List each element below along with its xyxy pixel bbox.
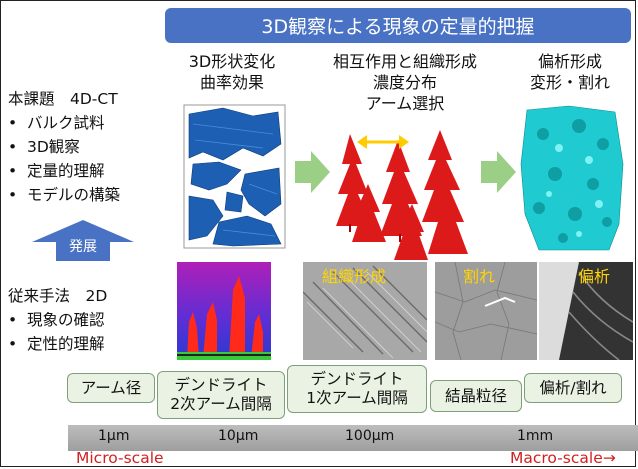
crack-micrograph-image (435, 262, 537, 360)
pill-segregation-crack: 偏析/割れ (524, 373, 622, 403)
pill-arm-diameter: アーム径 (67, 373, 155, 403)
simulation-micrograph-image (177, 262, 271, 360)
left-top-item: • 3D観察 (8, 138, 80, 156)
pill-primary-arm-spacing: デンドライト 1次アーム間隔 (287, 365, 427, 413)
left-bottom-block: 従来手法 2D • 現象の確認 • 定性的理解 (8, 284, 107, 356)
left-top-item: • バルク試料 (8, 114, 105, 132)
micro-scale-label: Micro-scale (76, 449, 164, 467)
left-bottom-item: • 現象の確認 (8, 311, 105, 329)
crack-label: 割れ (463, 267, 496, 286)
left-bottom-title: 従来手法 2D (8, 287, 108, 305)
column-2-line3: アーム選択 (365, 94, 445, 113)
banner-title: 3D観察による現象の定量的把握 (261, 16, 535, 38)
column-3-line1: 偏析形成 (537, 52, 602, 71)
segregation-micrograph-image (539, 262, 633, 360)
column-1-line1: 3D形状変化 (188, 52, 276, 71)
scale-bar (68, 425, 638, 451)
column-2-line2: 濃度分布 (372, 73, 437, 92)
column-3-line2: 変形・割れ (529, 73, 610, 92)
left-top-item: • 定量的理解 (8, 162, 105, 180)
develop-label: 発展 (69, 239, 97, 255)
develop-arrow-icon (32, 220, 134, 261)
left-top-item: • モデルの構築 (8, 186, 121, 204)
scale-tick: 1μm (98, 428, 130, 444)
left-top-title: 本課題 4D-CT (8, 90, 118, 108)
scale-tick: 100μm (345, 428, 395, 444)
column-2-line1: 相互作用と組織形成 (332, 52, 477, 71)
left-bottom-item: • 定性的理解 (8, 335, 105, 353)
column-3-title: 偏析形成 変形・割れ (514, 51, 626, 93)
scale-tick: 1mm (517, 428, 554, 444)
segregation-label: 偏析 (578, 267, 611, 286)
green-arrow-icon (295, 151, 330, 193)
scale-tick: 10μm (218, 428, 259, 444)
macro-scale-label: Macro-scale→ (510, 449, 616, 467)
organization-micrograph-image (303, 262, 427, 360)
column-1-title: 3D形状変化 曲率効果 (176, 51, 288, 93)
red-dendrites-image (336, 130, 468, 260)
cyan-cluster-image (520, 105, 624, 251)
pill-grain-size: 結晶粒径 (430, 380, 522, 412)
green-arrow-icon (481, 151, 516, 193)
organization-label: 組織形成 (322, 267, 387, 286)
column-2-title: 相互作用と組織形成 濃度分布 アーム選択 (312, 51, 498, 114)
left-top-block: 本課題 4D-CT • バルク試料 • 3D観察 • 定量的理解 • モデルの構… (8, 87, 120, 207)
3d-blue-structure-image (183, 104, 286, 249)
yellow-double-arrow-icon (357, 135, 409, 149)
column-1-line2: 曲率効果 (199, 73, 264, 92)
pill-secondary-arm-spacing: デンドライト 2次アーム間隔 (157, 371, 285, 419)
banner: 3D観察による現象の定量的把握 (165, 8, 631, 43)
